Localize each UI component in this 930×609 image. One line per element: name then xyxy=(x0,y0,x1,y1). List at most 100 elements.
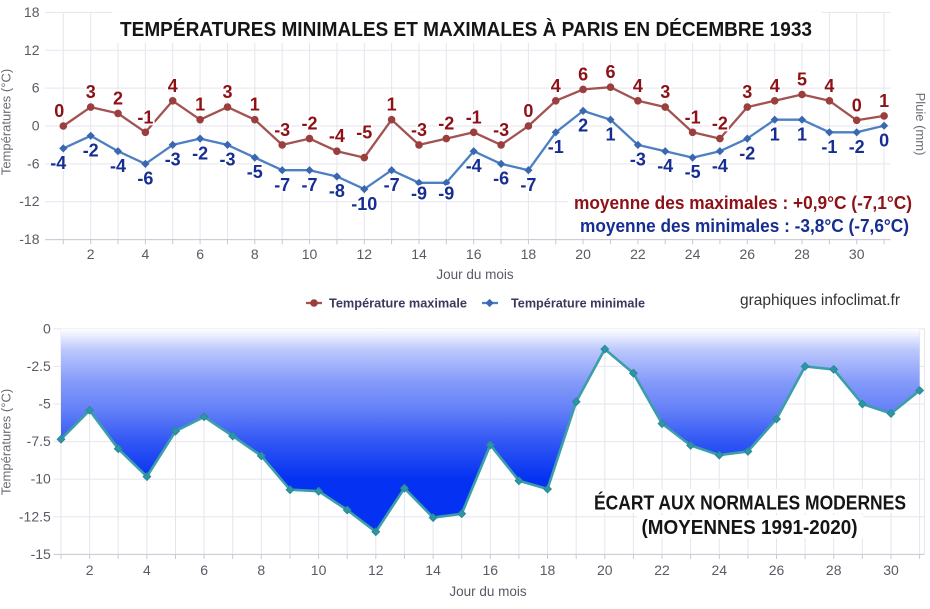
svg-text:4: 4 xyxy=(142,246,150,262)
svg-text:Température maximale: Température maximale xyxy=(329,296,467,311)
svg-text:-4: -4 xyxy=(466,156,482,176)
svg-text:6: 6 xyxy=(605,62,615,82)
svg-text:3: 3 xyxy=(222,82,232,102)
svg-text:Températures (°C): Températures (°C) xyxy=(0,389,14,495)
svg-text:-6: -6 xyxy=(27,155,40,171)
svg-text:graphiques infoclimat.fr: graphiques infoclimat.fr xyxy=(740,292,901,309)
svg-text:26: 26 xyxy=(769,562,785,578)
svg-text:1: 1 xyxy=(879,91,889,111)
svg-text:moyenne des maximales : +0,9°C: moyenne des maximales : +0,9°C (-7,1°C) xyxy=(574,193,912,213)
svg-text:-4: -4 xyxy=(657,156,673,176)
svg-text:-1: -1 xyxy=(821,137,837,157)
svg-text:2: 2 xyxy=(113,88,123,108)
svg-text:0: 0 xyxy=(32,118,40,134)
svg-text:22: 22 xyxy=(630,246,646,262)
svg-text:16: 16 xyxy=(466,246,482,262)
svg-text:26: 26 xyxy=(740,246,756,262)
svg-text:-2: -2 xyxy=(739,143,755,163)
svg-text:-2.5: -2.5 xyxy=(27,358,51,374)
svg-text:-4: -4 xyxy=(329,126,345,146)
svg-text:-6: -6 xyxy=(137,169,153,189)
svg-text:24: 24 xyxy=(712,562,728,578)
svg-text:3: 3 xyxy=(660,82,670,102)
svg-text:-9: -9 xyxy=(411,184,427,204)
svg-text:30: 30 xyxy=(849,246,865,262)
svg-text:8: 8 xyxy=(257,562,265,578)
svg-text:-3: -3 xyxy=(630,150,646,170)
svg-text:1: 1 xyxy=(797,124,807,144)
svg-text:1: 1 xyxy=(605,124,615,144)
svg-text:-1: -1 xyxy=(548,137,564,157)
svg-text:4: 4 xyxy=(824,76,834,96)
svg-text:-7: -7 xyxy=(274,175,290,195)
svg-text:2: 2 xyxy=(86,562,94,578)
svg-text:-1: -1 xyxy=(685,107,701,127)
svg-text:1: 1 xyxy=(250,95,260,115)
svg-text:-4: -4 xyxy=(712,156,728,176)
svg-text:moyenne des minimales : -3,8°C: moyenne des minimales : -3,8°C (-7,6°C) xyxy=(580,216,909,236)
svg-text:-2: -2 xyxy=(712,114,728,134)
svg-text:(MOYENNES 1991-2020): (MOYENNES 1991-2020) xyxy=(642,516,858,539)
svg-text:12: 12 xyxy=(24,42,40,58)
svg-text:-15: -15 xyxy=(31,546,51,562)
svg-text:0: 0 xyxy=(523,101,533,121)
svg-text:-2: -2 xyxy=(438,114,454,134)
svg-text:-5: -5 xyxy=(356,123,372,143)
svg-text:-5: -5 xyxy=(685,162,701,182)
svg-text:30: 30 xyxy=(883,562,899,578)
svg-text:ÉCART AUX NORMALES MODERNES: ÉCART AUX NORMALES MODERNES xyxy=(594,492,906,515)
svg-text:4: 4 xyxy=(168,76,178,96)
svg-text:1: 1 xyxy=(387,95,397,115)
svg-text:-18: -18 xyxy=(19,231,39,247)
svg-text:16: 16 xyxy=(483,562,499,578)
svg-text:-7: -7 xyxy=(301,175,317,195)
svg-text:Jour du mois: Jour du mois xyxy=(436,267,514,282)
svg-text:6: 6 xyxy=(32,80,40,96)
svg-text:22: 22 xyxy=(654,562,670,578)
svg-text:1: 1 xyxy=(195,95,205,115)
svg-text:18: 18 xyxy=(521,246,537,262)
svg-text:4: 4 xyxy=(551,76,561,96)
svg-text:-3: -3 xyxy=(411,120,427,140)
svg-text:-4: -4 xyxy=(50,153,66,173)
svg-text:-9: -9 xyxy=(438,184,454,204)
svg-text:14: 14 xyxy=(411,246,427,262)
svg-text:-5: -5 xyxy=(247,162,263,182)
svg-text:0: 0 xyxy=(43,320,51,336)
svg-text:-7.5: -7.5 xyxy=(27,433,51,449)
svg-text:-1: -1 xyxy=(466,107,482,127)
svg-text:-4: -4 xyxy=(110,156,126,176)
svg-text:-12.5: -12.5 xyxy=(19,508,51,524)
svg-text:12: 12 xyxy=(368,562,384,578)
svg-text:Pluie (mm): Pluie (mm) xyxy=(913,93,928,156)
svg-text:3: 3 xyxy=(742,82,752,102)
svg-text:TEMPÉRATURES MINIMALES ET MAXI: TEMPÉRATURES MINIMALES ET MAXIMALES À PA… xyxy=(120,18,812,41)
svg-text:4: 4 xyxy=(633,76,643,96)
svg-text:-3: -3 xyxy=(165,150,181,170)
svg-text:-6: -6 xyxy=(493,169,509,189)
svg-text:-1: -1 xyxy=(137,107,153,127)
svg-text:-7: -7 xyxy=(520,175,536,195)
svg-text:6: 6 xyxy=(578,64,588,84)
svg-text:28: 28 xyxy=(794,246,810,262)
svg-text:12: 12 xyxy=(357,246,373,262)
svg-text:-3: -3 xyxy=(493,120,509,140)
svg-text:4: 4 xyxy=(143,562,151,578)
svg-text:6: 6 xyxy=(200,562,208,578)
svg-text:-2: -2 xyxy=(192,143,208,163)
svg-text:14: 14 xyxy=(425,562,441,578)
svg-text:-2: -2 xyxy=(849,137,865,157)
svg-text:10: 10 xyxy=(311,562,327,578)
svg-text:18: 18 xyxy=(540,562,556,578)
svg-text:0: 0 xyxy=(879,130,889,150)
svg-text:0: 0 xyxy=(852,95,862,115)
svg-text:4: 4 xyxy=(770,76,780,96)
svg-text:2: 2 xyxy=(578,116,588,136)
svg-text:-5: -5 xyxy=(38,396,51,412)
svg-text:3: 3 xyxy=(86,82,96,102)
svg-text:-10: -10 xyxy=(31,471,51,487)
svg-text:10: 10 xyxy=(302,246,318,262)
svg-text:-12: -12 xyxy=(19,193,39,209)
svg-text:0: 0 xyxy=(54,101,64,121)
svg-text:1: 1 xyxy=(770,124,780,144)
